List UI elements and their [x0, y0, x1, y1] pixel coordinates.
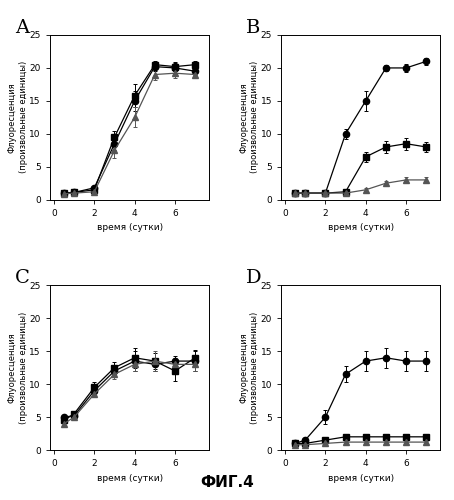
- Text: ФИГ.4: ФИГ.4: [200, 475, 254, 490]
- X-axis label: время (сутки): время (сутки): [97, 224, 163, 232]
- Text: A: A: [15, 18, 29, 36]
- X-axis label: время (сутки): время (сутки): [97, 474, 163, 482]
- X-axis label: время (сутки): время (сутки): [328, 474, 394, 482]
- X-axis label: время (сутки): время (сутки): [328, 224, 394, 232]
- Y-axis label: Флуоресценция
(произвольные единицы): Флуоресценция (произвольные единицы): [8, 312, 28, 424]
- Y-axis label: Флуоресценция
(произвольные единицы): Флуоресценция (произвольные единицы): [239, 61, 259, 174]
- Y-axis label: Флуоресценция
(произвольные единицы): Флуоресценция (произвольные единицы): [239, 312, 259, 424]
- Text: B: B: [246, 18, 260, 36]
- Y-axis label: Флуоресценция
(произвольные единицы): Флуоресценция (произвольные единицы): [8, 61, 28, 174]
- Text: D: D: [246, 269, 262, 287]
- Text: C: C: [15, 269, 30, 287]
